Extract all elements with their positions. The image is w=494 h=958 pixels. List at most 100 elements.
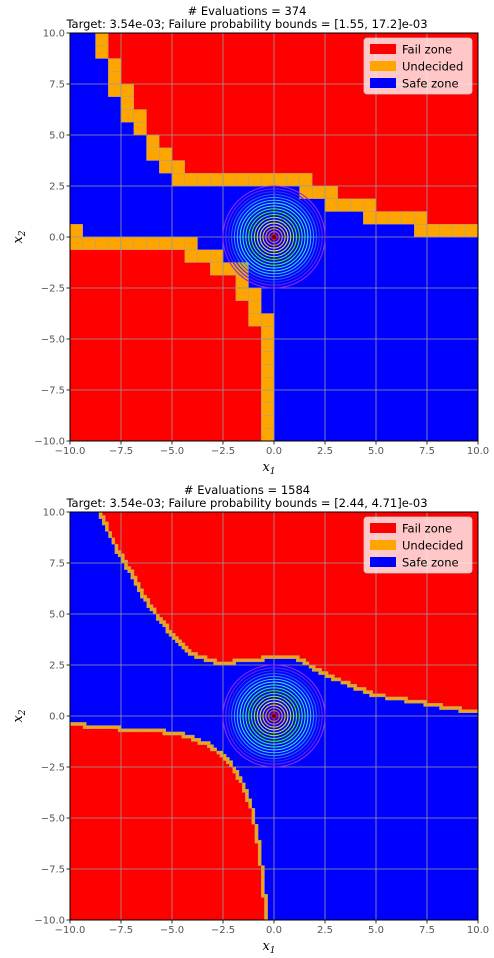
chart-title: # Evaluations = 374	[188, 4, 307, 18]
undecided-cell	[108, 534, 112, 538]
undecided-cell	[467, 709, 472, 714]
undecided-cell	[251, 814, 256, 819]
undecided-cell	[111, 537, 116, 542]
undecided-cell	[146, 134, 160, 148]
density-contour	[262, 225, 286, 249]
density-contour	[259, 222, 289, 252]
density-contour	[231, 194, 318, 281]
legend-swatch	[370, 540, 396, 550]
undecided-cell	[350, 198, 364, 212]
undecided-cell	[311, 664, 316, 669]
density-contour	[242, 205, 306, 269]
undecided-cell	[388, 696, 392, 701]
undecided-cell	[251, 658, 256, 663]
undecided-cell	[95, 236, 109, 250]
undecided-cell	[197, 173, 211, 187]
undecided-cell	[95, 33, 109, 46]
undecided-cell	[171, 633, 176, 637]
undecided-cell	[175, 731, 179, 736]
undecided-cell	[261, 364, 275, 378]
undecided-cell	[232, 769, 237, 774]
density-contour	[248, 211, 300, 263]
undecided-cell	[82, 722, 87, 726]
undecided-cell	[267, 655, 272, 659]
undecided-cell	[414, 224, 428, 238]
undecided-cell	[261, 890, 265, 895]
density-contour	[253, 216, 295, 258]
undecided-cell	[261, 884, 265, 889]
undecided-cell	[101, 725, 106, 729]
undecided-cell	[378, 693, 383, 698]
chart-panel-1: # Evaluations = 374 Target: 3.54e-03; Fai…	[11, 4, 489, 477]
density-peak	[271, 234, 277, 240]
undecided-cell	[261, 874, 265, 879]
undecided-cell	[101, 521, 106, 526]
undecided-cell	[331, 674, 335, 679]
undecided-cell	[261, 658, 265, 663]
undecided-cell	[445, 706, 450, 710]
undecided-cell	[156, 728, 160, 733]
y-tick-label: 5.0	[49, 131, 65, 142]
undecided-cell	[283, 655, 287, 659]
x-axis-label: x1	[262, 460, 275, 477]
undecided-cell	[156, 613, 160, 618]
density-contour	[233, 675, 315, 757]
undecided-cell	[257, 859, 262, 863]
undecided-cell	[105, 725, 109, 729]
legend-label: Safe zone	[402, 556, 459, 570]
undecided-cell	[261, 326, 275, 340]
undecided-cell	[146, 598, 151, 602]
undecided-cell	[296, 655, 300, 659]
undecided-cell	[245, 795, 249, 799]
undecided-cell	[410, 699, 415, 704]
undecided-cell	[149, 728, 154, 733]
undecided-cell	[108, 236, 122, 250]
undecided-cell	[143, 598, 147, 602]
y-tick-label: −2.5	[41, 284, 65, 295]
undecided-cell	[343, 680, 348, 685]
undecided-cell	[101, 515, 106, 519]
undecided-cell	[146, 236, 160, 250]
undecided-cell	[318, 668, 322, 672]
undecided-cell	[235, 776, 240, 780]
x-tick-label: 7.5	[419, 925, 435, 936]
x-tick-label: 7.5	[419, 446, 435, 457]
undecided-cell	[385, 696, 389, 701]
undecided-cell	[165, 623, 170, 628]
undecided-cell	[296, 658, 300, 663]
undecided-cell	[299, 658, 303, 663]
undecided-cell	[159, 620, 163, 624]
undecided-cell	[120, 83, 134, 97]
undecided-cell	[324, 185, 338, 199]
x-tick-label: 10.0	[467, 446, 489, 457]
undecided-cell	[210, 744, 214, 749]
undecided-cell	[140, 594, 144, 599]
undecided-cell	[270, 655, 275, 659]
undecided-cell	[276, 655, 281, 659]
undecided-cell	[321, 671, 326, 675]
undecided-cell	[152, 607, 157, 612]
undecided-cell	[248, 173, 262, 187]
undecided-cell	[210, 249, 224, 263]
x-tick-label: −7.5	[109, 446, 133, 457]
undecided-cell	[175, 639, 179, 644]
undecided-cell	[124, 563, 128, 567]
undecided-cell	[261, 338, 275, 352]
x-tick-label: −2.5	[211, 925, 235, 936]
undecided-cell	[206, 744, 211, 749]
y-tick-label: 0.0	[49, 233, 65, 244]
undecided-cell	[286, 655, 291, 659]
density-contour	[242, 684, 306, 748]
undecided-cell	[181, 645, 186, 650]
undecided-cell	[248, 287, 262, 301]
density-contour	[245, 687, 303, 745]
undecided-cell	[401, 211, 415, 225]
x-tick-label: 0.0	[266, 446, 282, 457]
undecided-cell	[257, 849, 262, 854]
undecided-cell	[98, 725, 103, 729]
undecided-cell	[308, 664, 313, 669]
density-contour	[239, 681, 309, 751]
undecided-cell	[146, 601, 151, 605]
undecided-cell	[426, 224, 440, 238]
x-tick-label: 10.0	[467, 925, 489, 936]
